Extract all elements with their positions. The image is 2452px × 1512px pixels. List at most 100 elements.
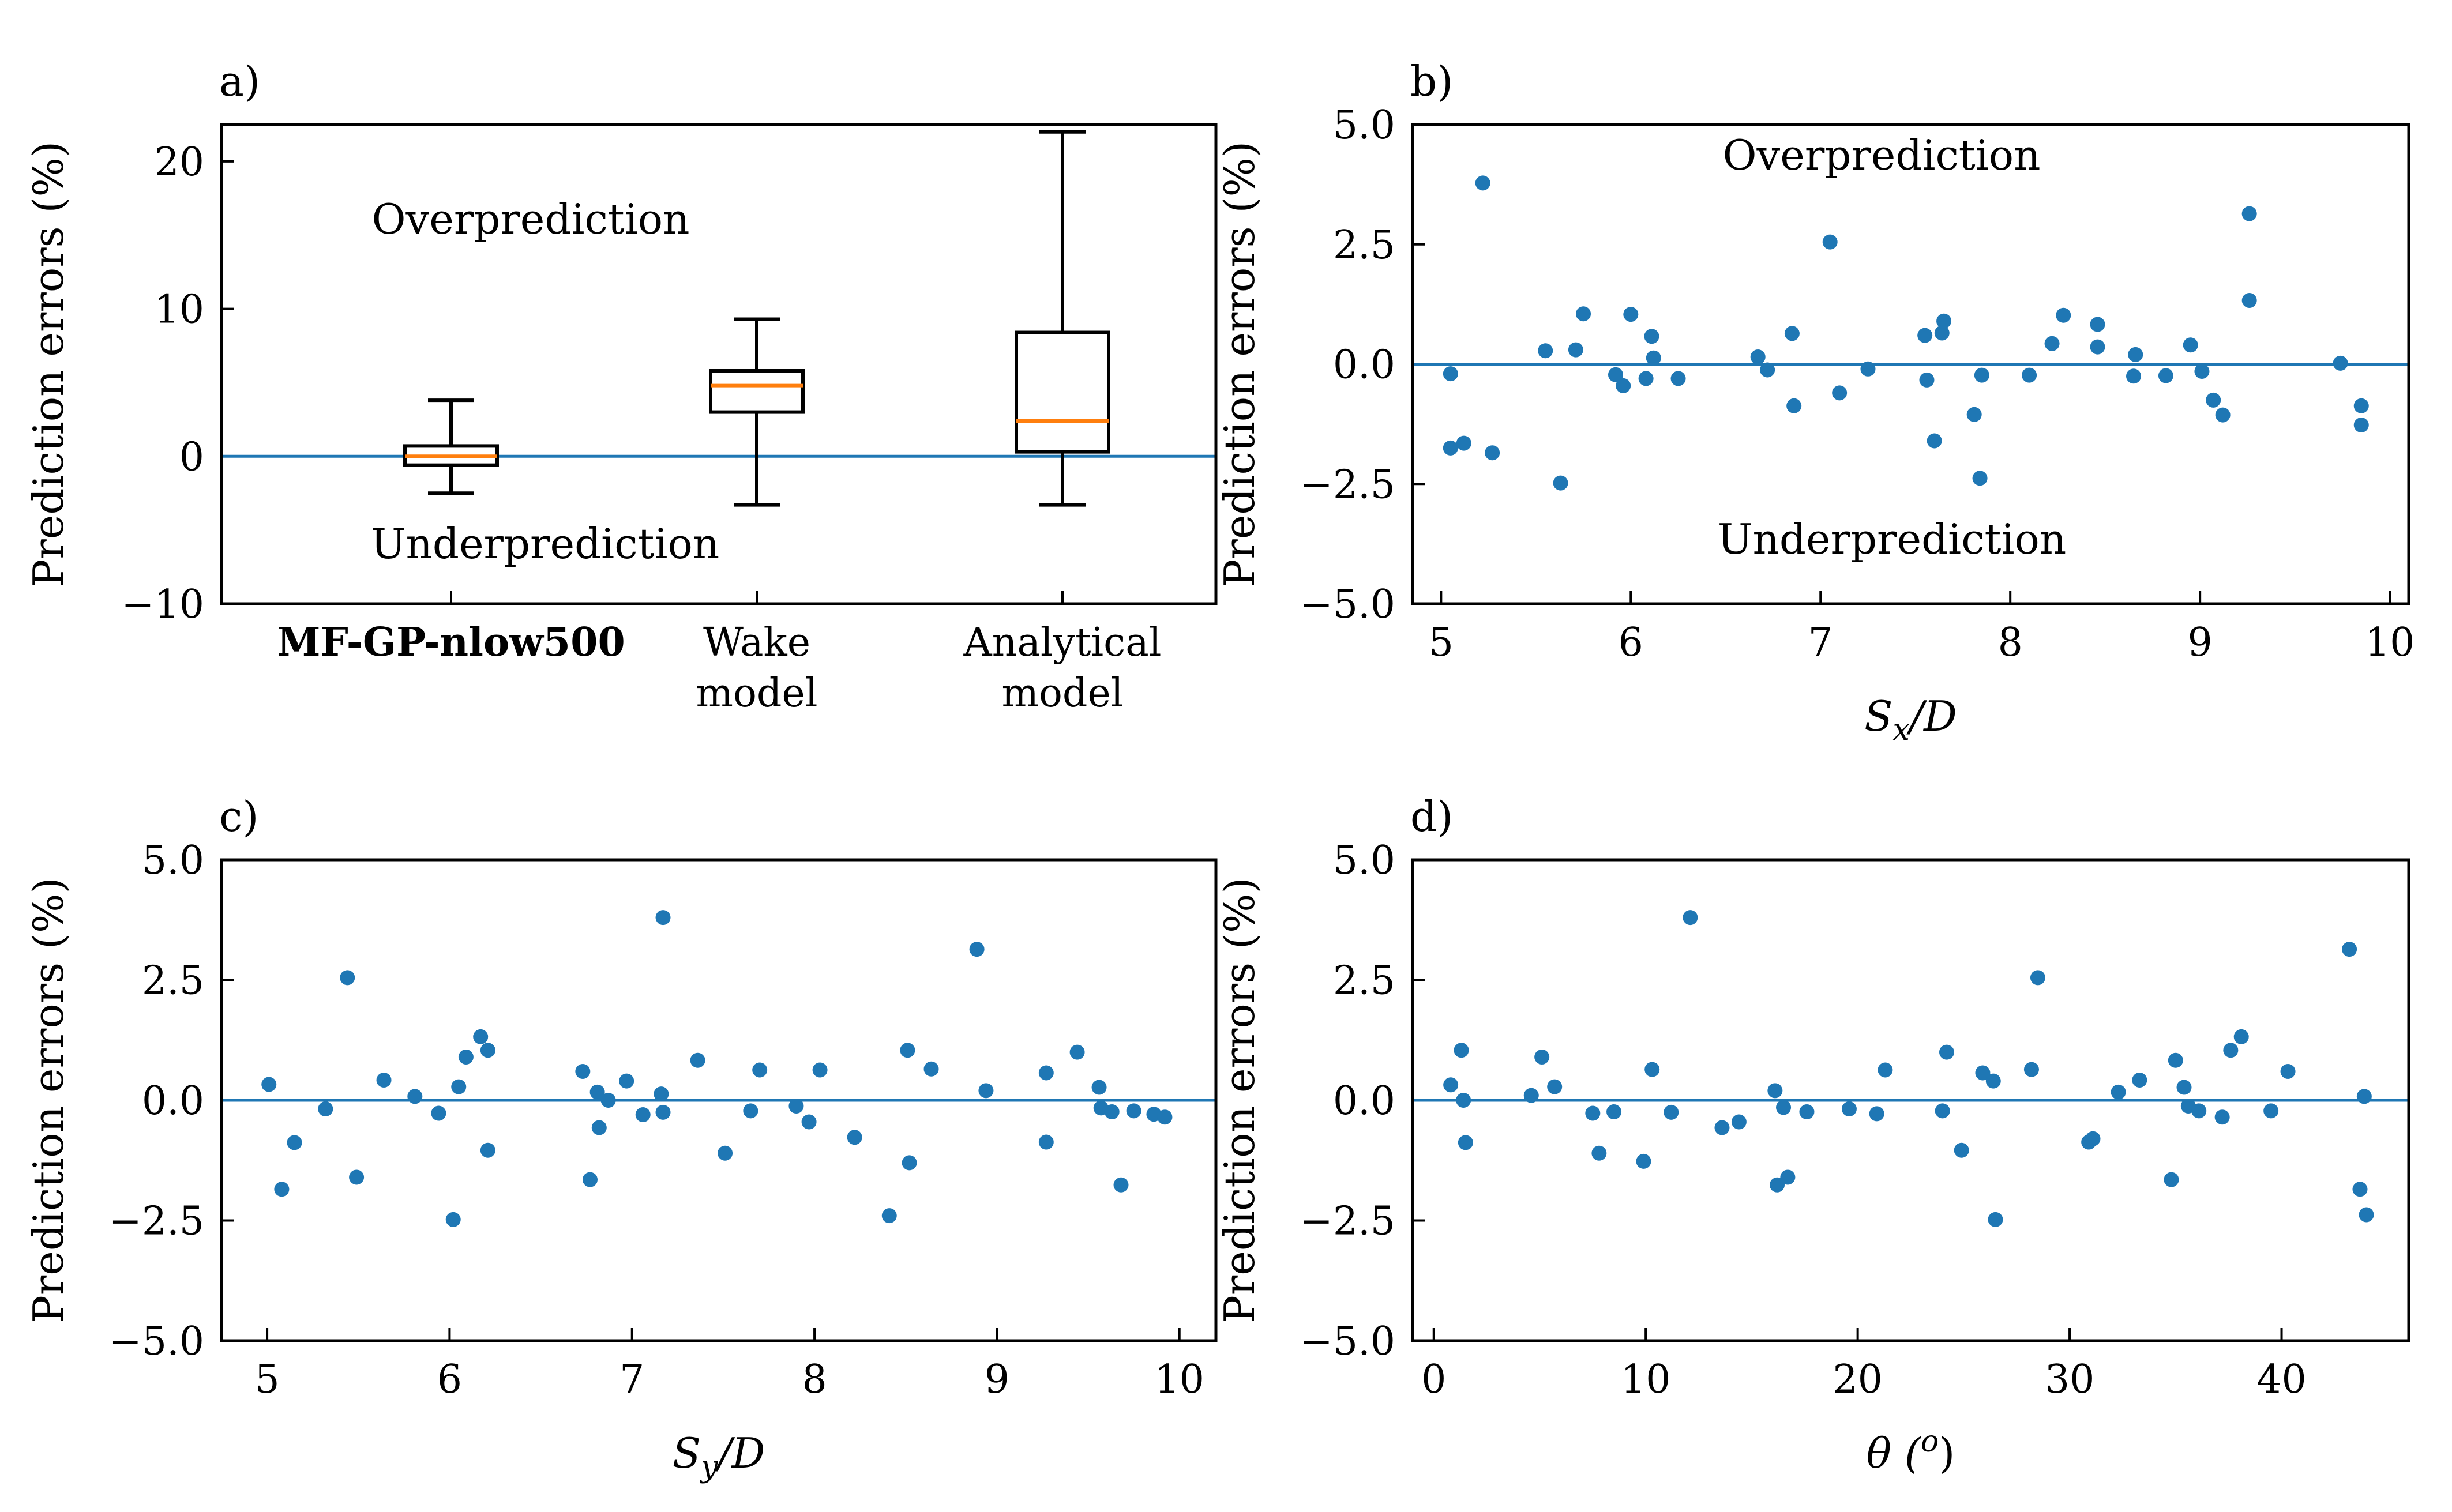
x-axis-label-subscript: y — [700, 1450, 718, 1484]
data-point — [1644, 329, 1659, 344]
data-point — [1869, 1106, 1884, 1122]
underprediction-annotation: Underprediction — [371, 520, 719, 568]
data-point — [458, 1049, 474, 1065]
box-body — [1015, 330, 1110, 454]
data-point — [1104, 1104, 1120, 1120]
data-point — [1553, 475, 1568, 491]
data-point — [1664, 1104, 1679, 1120]
x-tick-label: 7 — [619, 1357, 644, 1402]
data-point — [407, 1089, 423, 1104]
x-axis-label-superscript: o — [1921, 1424, 1939, 1459]
data-point — [2023, 1062, 2039, 1077]
data-point — [2056, 307, 2071, 323]
x-axis-label-main: S — [1864, 692, 1892, 740]
x-tick-label: 8 — [1998, 620, 2023, 665]
data-point — [431, 1105, 446, 1121]
data-point — [1841, 1101, 1857, 1117]
data-point — [1091, 1080, 1107, 1095]
data-point — [591, 1120, 607, 1135]
data-point — [900, 1043, 915, 1058]
data-point — [2158, 368, 2173, 383]
box-1 — [709, 317, 805, 507]
x-axis-label-tail: /D — [1906, 692, 1957, 740]
data-point — [1443, 440, 1458, 456]
data-point — [600, 1093, 616, 1108]
data-point — [1443, 1077, 1459, 1093]
box-2 — [1015, 130, 1110, 507]
data-point — [1523, 1088, 1539, 1103]
data-point — [2183, 337, 2198, 353]
data-point — [451, 1079, 467, 1094]
y-tick-label: −2.5 — [1300, 462, 1395, 507]
data-point — [1972, 471, 1988, 486]
data-point — [1636, 1153, 1651, 1169]
data-point — [2191, 1103, 2207, 1119]
y-tick-label: 2.5 — [142, 958, 204, 1004]
data-point — [1456, 1093, 1471, 1108]
y-tick-label: 2.5 — [1333, 223, 1395, 268]
data-point — [655, 1104, 671, 1120]
data-point — [2168, 1052, 2183, 1068]
data-point — [2241, 292, 2257, 308]
x-category-label: MF-GP-nlow500 — [277, 619, 625, 665]
x-tick-label: 6 — [437, 1357, 462, 1402]
data-point — [582, 1172, 598, 1187]
y-tick-label: 5.0 — [1333, 838, 1395, 883]
data-point — [287, 1135, 302, 1150]
x-tick-label: 5 — [254, 1357, 279, 1402]
data-point — [1988, 1212, 2003, 1227]
data-point — [2126, 368, 2142, 384]
data-point — [2176, 1080, 2192, 1095]
x-category-label: Wake — [703, 620, 810, 665]
data-point — [2194, 363, 2210, 379]
data-point — [1936, 313, 1952, 329]
y-tick-label: −2.5 — [1300, 1199, 1395, 1244]
y-tick-label: −10 — [121, 582, 204, 627]
panel-d: d) Prediction errors (%) −5.0 −2.5 0.0 2.5 5.0… — [1215, 792, 2410, 1477]
data-point — [376, 1072, 392, 1088]
data-point — [1638, 371, 1654, 386]
x-axis-label-main: θ ( — [1867, 1429, 1922, 1477]
data-point — [1860, 361, 1876, 377]
data-point — [619, 1073, 634, 1089]
panel-label: a) — [219, 57, 260, 106]
data-point — [788, 1099, 804, 1114]
x-axis-label-tail: /D — [714, 1429, 765, 1477]
data-point — [2352, 1182, 2368, 1197]
data-point — [2132, 1072, 2147, 1088]
x-tick-label: 8 — [802, 1357, 827, 1402]
box-0 — [403, 398, 499, 495]
data-point — [2214, 1109, 2230, 1125]
y-tick-label: −5.0 — [1300, 1319, 1395, 1364]
data-point — [881, 1208, 897, 1224]
y-tick-label: 0.0 — [1333, 1078, 1395, 1124]
data-point — [969, 942, 985, 957]
x-axis-label-tail: ) — [1939, 1429, 1955, 1477]
axes-frame — [220, 858, 1218, 1342]
data-point — [1975, 1065, 1991, 1081]
axes-frame — [1411, 123, 2410, 605]
data-point — [1770, 1177, 1785, 1193]
data-point — [1878, 1062, 1893, 1078]
y-tick-label: 10 — [154, 287, 204, 333]
axes-frame — [1411, 858, 2410, 1342]
data-point — [1038, 1134, 1054, 1150]
data-point — [1646, 350, 1661, 366]
box-body — [709, 369, 805, 414]
data-point — [847, 1130, 862, 1145]
data-point — [2233, 1029, 2249, 1044]
data-point — [1919, 372, 1935, 388]
data-point — [1443, 366, 1458, 382]
data-point — [1767, 1083, 1783, 1099]
data-point — [1547, 1079, 1563, 1094]
x-axis-label: Sy/D — [673, 1429, 765, 1484]
data-point — [1458, 1135, 1473, 1150]
data-point — [743, 1103, 758, 1119]
x-tick-label: 10 — [2365, 620, 2415, 665]
x-category-label: model — [696, 671, 818, 716]
x-tick-label: 20 — [1833, 1357, 1883, 1402]
data-point — [1606, 1104, 1622, 1120]
y-tick-label: 2.5 — [1333, 958, 1395, 1004]
y-tick-label: 0 — [179, 434, 204, 480]
